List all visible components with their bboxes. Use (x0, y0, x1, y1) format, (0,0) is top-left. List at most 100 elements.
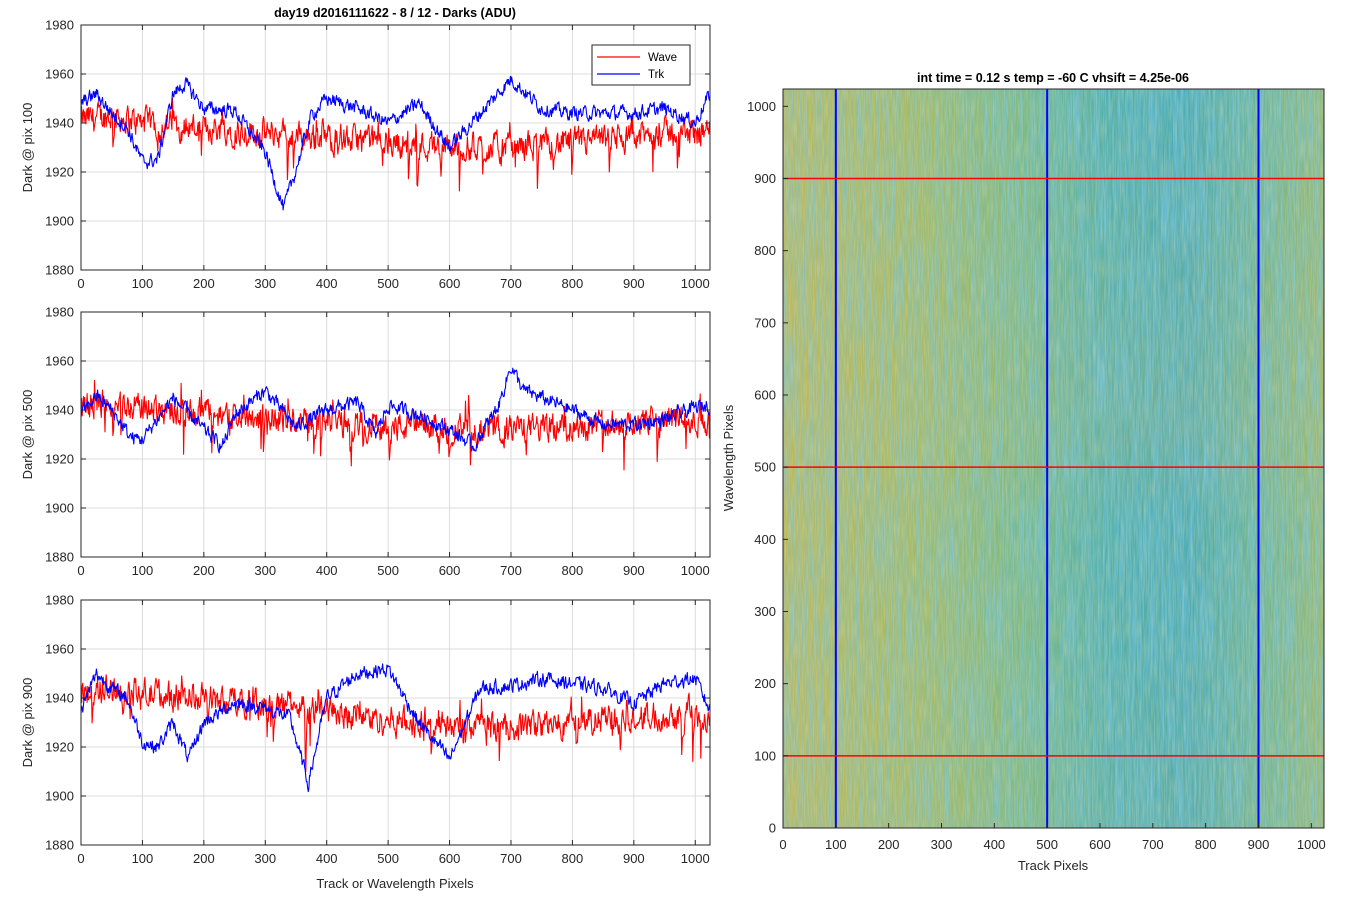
panel-2-xtick-label: 500 (377, 563, 399, 578)
panel-2-xtick-label: 200 (193, 563, 215, 578)
panel-3-ytick-label: 1980 (45, 593, 74, 608)
heatmap-xtick-label: 700 (1142, 837, 1164, 852)
panel-2-frame (80, 311, 711, 558)
heatmap-xlabel: Track Pixels (1018, 858, 1089, 873)
heatmap-ytick-label: 600 (754, 387, 776, 402)
panel-1-xtick-label: 0 (77, 276, 84, 291)
panel-1-ylabel: Dark @ pix 100 (20, 103, 35, 193)
panel-3-ytick-label: 1920 (45, 740, 74, 755)
heatmap-ytick-label: 100 (754, 748, 776, 763)
panel-3-xtick-label: 100 (132, 851, 154, 866)
heatmap-frame (782, 88, 1325, 829)
panel-2-xtick-label: 100 (132, 563, 154, 578)
heatmap-ytick-label: 200 (754, 676, 776, 691)
panel-3-xtick-label: 0 (77, 851, 84, 866)
panel-2-series-trk (80, 367, 711, 454)
heatmap-ytick-label: 400 (754, 532, 776, 547)
panel-2-ylabel: Dark @ pix 500 (20, 390, 35, 480)
panel-1-series-trk (80, 75, 711, 211)
left-chart-title: day19 d2016111622 - 8 / 12 - Darks (ADU) (274, 6, 516, 20)
panel-3-ytick-label: 1940 (45, 691, 74, 706)
panel-1-yticks: 1880 1900 1920 1940 1960 1980 (45, 18, 710, 278)
heatmap-xtick-label: 200 (878, 837, 900, 852)
heatmap-ytick-label: 800 (754, 243, 776, 258)
heatmap-image (783, 89, 1324, 828)
panel-2-xtick-label: 800 (562, 563, 584, 578)
panel-3-ytick-label: 1900 (45, 789, 74, 804)
panel-1-xtick-label: 400 (316, 276, 338, 291)
panel-3-ytick-label: 1880 (45, 838, 74, 853)
legend-wave-label: Wave (648, 52, 677, 64)
heatmap-xtick-label: 400 (983, 837, 1005, 852)
panel-1-ytick-label: 1980 (45, 18, 74, 33)
panel-2-plot (80, 367, 711, 471)
panel-2-ytick-label: 1880 (45, 550, 74, 565)
heatmap-ytick-label: 1000 (747, 99, 776, 114)
panel-2-xtick-label: 400 (316, 563, 338, 578)
heatmap-ytick-label: 900 (754, 171, 776, 186)
heatmap-ytick-label: 700 (754, 315, 776, 330)
heatmap-ylabel: Wavelength Pixels (721, 404, 736, 511)
panel-1-xtick-label: 600 (439, 276, 461, 291)
panel-2-ytick-label: 1900 (45, 501, 74, 516)
panel-1-xtick-label: 300 (254, 276, 276, 291)
panel-3-frame (80, 599, 711, 846)
panel-3: 0 100 200 300 400 500 600 700 800 900 1000 1880 190… (20, 593, 711, 866)
panel-2-xtick-label: 300 (254, 563, 276, 578)
left-xlabel: Track or Wavelength Pixels (316, 876, 474, 891)
panel-2-xtick-label: 700 (500, 563, 522, 578)
legend: Wave Trk (591, 44, 691, 86)
panel-3-ylabel: Dark @ pix 900 (20, 678, 35, 768)
panel-3-xtick-label: 200 (193, 851, 215, 866)
panel-1-ytick-label: 1960 (45, 67, 74, 82)
panel-2-xtick-label: 600 (439, 563, 461, 578)
heatmap-ytick-label: 0 (769, 821, 776, 836)
heatmap-xtick-label: 0 (779, 837, 786, 852)
panel-3-xticks: 0 100 200 300 400 500 600 700 800 900 1000 (77, 600, 710, 866)
panel-1-xtick-label: 900 (623, 276, 645, 291)
panel-3-ytick-label: 1960 (45, 642, 74, 657)
panel-2-grid (81, 312, 710, 557)
panel-1-xtick-label: 800 (562, 276, 584, 291)
heatmap-xtick-label: 300 (931, 837, 953, 852)
panel-1-xticks: 0 100 200 300 400 500 600 700 800 900 1000 (77, 25, 710, 291)
panel-3-xtick-label: 900 (623, 851, 645, 866)
panel-2-yticks: 1880 1900 1920 1940 1960 1980 (45, 305, 710, 565)
panel-2-ytick-label: 1980 (45, 305, 74, 320)
panel-1-plot (80, 75, 711, 211)
heatmap-xtick-label: 600 (1089, 837, 1111, 852)
panel-1-ytick-label: 1940 (45, 116, 74, 131)
panel-2-ytick-label: 1920 (45, 452, 74, 467)
heatmap-xtick-label: 900 (1248, 837, 1270, 852)
panel-3-xtick-label: 700 (500, 851, 522, 866)
heatmap-ytick-label: 500 (754, 460, 776, 475)
panel-1-xtick-label: 200 (193, 276, 215, 291)
panel-1-xtick-label: 1000 (681, 276, 710, 291)
panel-3-xtick-label: 1000 (681, 851, 710, 866)
panel-1-ytick-label: 1900 (45, 214, 74, 229)
panel-3-series-wave (80, 674, 711, 773)
panel-3-xtick-label: 400 (316, 851, 338, 866)
heatmap-ytick-label: 300 (754, 604, 776, 619)
heatmap-xtick-label: 500 (1036, 837, 1058, 852)
heatmap-title: int time = 0.12 s temp = -60 C vhsift = … (917, 71, 1189, 85)
panel-3-xtick-label: 600 (439, 851, 461, 866)
panel-1-ytick-label: 1880 (45, 263, 74, 278)
panel-1-series-wave (80, 97, 711, 192)
heatmap-yticks: 0 100 200 300 400 500 600 700 800 900 1000 (747, 99, 788, 836)
panel-1-xtick-label: 100 (132, 276, 154, 291)
heatmap-xtick-label: 800 (1195, 837, 1217, 852)
panel-3-xtick-label: 500 (377, 851, 399, 866)
legend-trk-label: Trk (648, 69, 664, 81)
panel-1-xtick-label: 500 (377, 276, 399, 291)
panel-2-xtick-label: 1000 (681, 563, 710, 578)
panel-3-yticks: 1880 1900 1920 1940 1960 1980 (45, 593, 710, 853)
legend-box (591, 44, 691, 86)
heatmap-panel: int time = 0.12 s temp = -60 C vhsift = … (721, 71, 1326, 873)
panel-3-series-trk (80, 663, 711, 793)
panel-2-xticks: 0 100 200 300 400 500 600 700 800 900 1000 (77, 312, 710, 578)
panel-1-xtick-label: 700 (500, 276, 522, 291)
panel-1: 0 100 200 300 400 500 600 700 800 900 1000 1880 190… (20, 18, 711, 291)
heatmap-xtick-label: 1000 (1297, 837, 1326, 852)
